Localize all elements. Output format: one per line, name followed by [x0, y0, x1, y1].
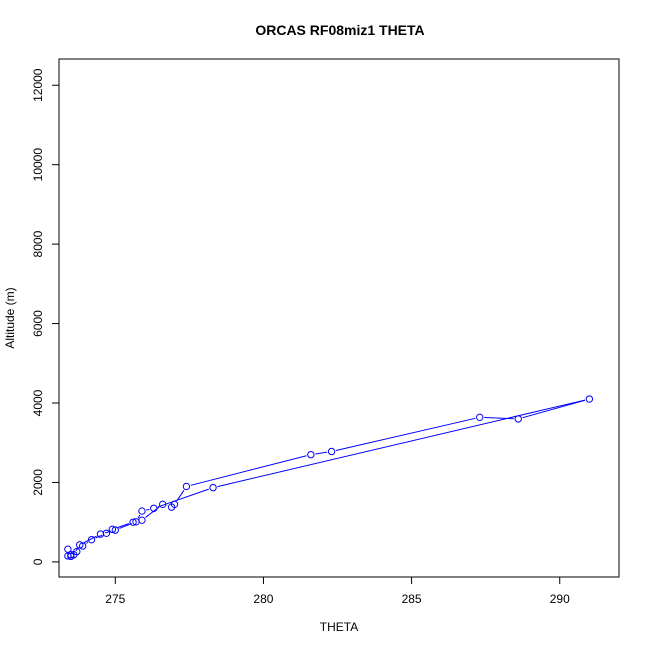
- series-line-segment: [146, 508, 150, 511]
- data-point: [138, 516, 146, 524]
- x-tick-label: 275: [105, 592, 125, 606]
- data-point: [514, 415, 522, 423]
- series-line-segment: [95, 534, 103, 539]
- data-point: [182, 482, 191, 491]
- data-point: [96, 530, 105, 538]
- plot-frame: [58, 58, 620, 578]
- series-line-segment: [315, 451, 328, 455]
- x-tick-label: 285: [402, 592, 422, 606]
- y-tick-label: 12000: [31, 68, 45, 102]
- data-point: [111, 526, 119, 534]
- series-line-segment: [86, 541, 89, 544]
- y-tick-label: 2000: [31, 469, 45, 496]
- data-point: [108, 525, 117, 534]
- data-point: [327, 447, 336, 456]
- x-axis-label: THETA: [320, 620, 358, 634]
- data-point: [132, 518, 140, 526]
- data-point: [150, 504, 158, 512]
- data-point: [476, 413, 484, 422]
- y-tick-label: 4000: [31, 389, 45, 416]
- y-tick-label: 8000: [31, 230, 45, 257]
- series-line-segment: [116, 523, 129, 529]
- x-tick-label: 290: [550, 592, 570, 606]
- chart-title: ORCAS RF08miz1 THETA: [255, 22, 424, 38]
- x-axis: 275 280 285 290: [105, 576, 570, 606]
- series-line-segment: [522, 399, 586, 419]
- data-point: [209, 483, 217, 492]
- y-axis: 0 2000 4000 6000 8000 10000 12000: [31, 68, 60, 565]
- y-tick-label: 0: [31, 558, 45, 565]
- series-line-segment: [190, 455, 307, 486]
- data-point: [585, 395, 594, 403]
- y-tick-label: 10000: [31, 148, 45, 182]
- series-line-segment: [157, 488, 209, 508]
- data-point: [170, 500, 179, 509]
- data-point: [129, 518, 137, 526]
- data-point: [159, 500, 167, 509]
- series-line-segment: [484, 416, 514, 420]
- series-line-segment: [176, 489, 185, 501]
- data-series: [64, 395, 594, 561]
- series-line-segment: [119, 522, 133, 529]
- data-point: [307, 450, 315, 459]
- series-line-segment: [217, 399, 586, 488]
- data-point: [138, 507, 146, 515]
- series-line-segment: [137, 514, 141, 519]
- x-tick-label: 280: [253, 592, 273, 606]
- data-point: [102, 529, 111, 538]
- series-line-segment: [335, 417, 476, 451]
- data-point: [64, 545, 72, 553]
- data-point: [76, 541, 84, 549]
- series-line-segment: [75, 548, 78, 552]
- y-axis-label: Altitude (m): [3, 287, 17, 348]
- y-tick-label: 6000: [31, 310, 45, 337]
- data-point: [67, 552, 75, 561]
- data-point: [87, 535, 96, 544]
